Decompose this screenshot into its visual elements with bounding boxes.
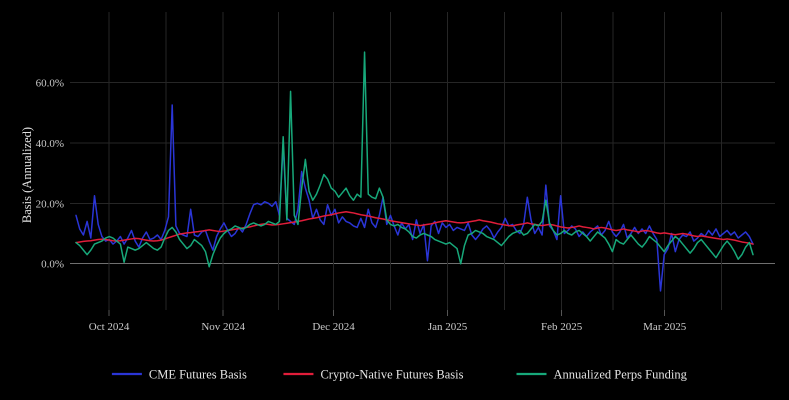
series-line-2 — [75, 51, 754, 268]
x-tick-label: Nov 2024 — [201, 321, 245, 333]
gridlines — [70, 12, 775, 310]
y-tick-label: 20.0% — [36, 198, 64, 210]
legend-label-0[interactable]: CME Futures Basis — [149, 368, 247, 382]
y-axis-title: Basis (Annualized) — [20, 127, 34, 223]
series-lines — [75, 51, 754, 292]
legend-label-2[interactable]: Annualized Perps Funding — [554, 368, 688, 382]
x-axis-ticks: Oct 2024 Nov 2024 Dec 2024 Jan 2025 Feb 2025… — [89, 310, 687, 333]
x-tick-label: Jan 2025 — [428, 321, 468, 333]
y-tick-label: 0.0% — [41, 259, 64, 271]
x-tick-label: Dec 2024 — [312, 321, 355, 333]
y-tick-label: 40.0% — [36, 138, 64, 150]
legend-label-1[interactable]: Crypto-Native Futures Basis — [320, 368, 463, 382]
x-tick-label: Mar 2025 — [643, 321, 687, 333]
series-line-1 — [75, 210, 754, 245]
y-axis-ticks: 0.0% 20.0% 40.0% 60.0% — [36, 77, 64, 270]
x-tick-label: Feb 2025 — [541, 321, 583, 333]
x-tick-label: Oct 2024 — [89, 321, 130, 333]
y-tick-label: 60.0% — [36, 77, 64, 89]
chart-legend: CME Futures Basis Crypto-Native Futures B… — [111, 368, 688, 382]
